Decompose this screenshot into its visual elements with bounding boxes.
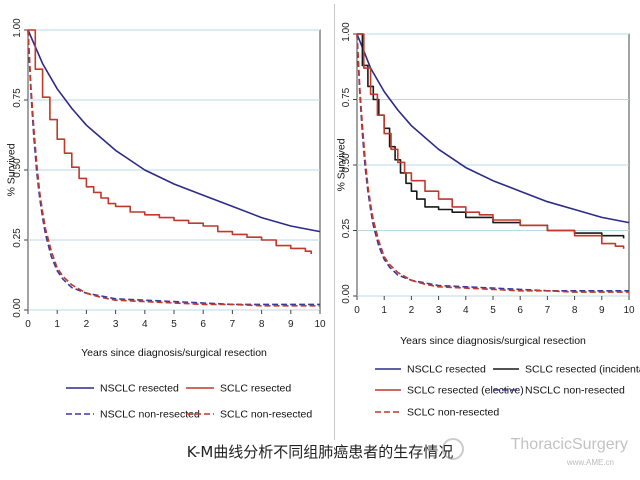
left-x-tick-label: 3 [113,319,119,330]
left-km-chart: 0.00 0.25 0.50 0.75 1.00 0 1 2 3 4 5 6 7 8 9 10 Years si… [5,18,326,421]
left-x-tick-label: 7 [230,319,236,330]
left-y-tick-label: 0.25 [12,228,23,248]
right-y-tick-label: 1.00 [341,22,352,42]
right-x-tick-label: 7 [545,305,551,316]
left-x-tick-label: 2 [84,319,90,330]
left-x-tick-label: 6 [200,319,206,330]
right-x-tick-label: 9 [599,305,605,316]
right-series-line-sclc_elec [357,33,625,249]
right-y-tick-label: 0.75 [341,87,352,107]
right-y-axis-label: % Survived [335,138,347,191]
right-series-line-sclc_non [356,33,629,293]
left-series-line-sclc_non [27,29,320,307]
left-series-line-nsclc_res [27,29,321,233]
right-x-tick-label: 5 [490,305,496,316]
right-y-tick-label: 0.00 [341,284,352,304]
left-legend-label-sclc_res: SCLC resected [220,383,291,395]
right-x-tick-label: 1 [381,305,387,316]
left-x-axis-label: Years since diagnosis/surgical resection [81,347,267,359]
right-x-tick-label: 2 [409,305,415,316]
right-x-tick-label: 0 [354,305,360,316]
right-y-tick-label: 0.50 [341,153,352,173]
figure-caption: K-M曲线分析不同组肺癌患者的生存情况 [186,443,454,461]
right-x-axis-label: Years since diagnosis/surgical resection [400,335,586,347]
left-x-tick-label: 8 [259,319,265,330]
left-km-chart-panel: 0.00 0.25 0.50 0.75 1.00 0 1 2 3 4 5 6 7 8 9 10 Years si… [0,4,332,440]
left-y-axis-label: % Survived [5,143,17,196]
right-legend-label-nsclc_non: NSCLC non-resected [525,385,625,397]
right-x-tick-label: 4 [463,305,469,316]
left-y-tick-label: 0.50 [12,158,23,178]
left-x-tick-label: 10 [314,319,326,330]
right-series-line-nsclc_res [356,33,630,224]
right-legend-label-sclc_elec: SCLC resected (elective) [407,385,524,397]
right-km-chart: 0.00 0.25 0.50 0.75 1.00 0 1 2 3 4 5 6 7 8 9 10 Years si… [335,22,640,419]
right-km-chart-panel: 0.00 0.25 0.50 0.75 1.00 0 1 2 3 4 5 6 7 8 9 10 Years si… [334,4,640,440]
right-x-tick-label: 6 [517,305,523,316]
right-x-tick-label: 10 [623,305,635,316]
left-y-tick-label: 0.75 [12,88,23,108]
right-x-tick-label: 8 [572,305,578,316]
left-x-tick-label: 0 [25,319,31,330]
right-legend-label-sclc_inc: SCLC resected (incidental) [525,364,640,376]
left-x-tick-label: 9 [288,319,294,330]
right-legend-label-nsclc_res: NSCLC resected [407,364,486,376]
left-x-tick-label: 5 [171,319,177,330]
left-y-tick-label: 1.00 [12,18,23,38]
right-x-tick-label: 3 [436,305,442,316]
left-x-tick-label: 4 [142,319,148,330]
right-y-tick-label: 0.25 [341,218,352,238]
right-legend-label-sclc_non: SCLC non-resected [407,407,499,419]
left-series-line-sclc_res [28,29,312,254]
left-legend-label-nsclc_res: NSCLC resected [100,383,179,395]
left-legend-label-sclc_non: SCLC non-resected [220,409,312,421]
left-x-tick-label: 1 [54,319,60,330]
left-legend-label-nsclc_non: NSCLC non-resected [100,409,200,421]
left-y-tick-label: 0.00 [12,298,23,318]
